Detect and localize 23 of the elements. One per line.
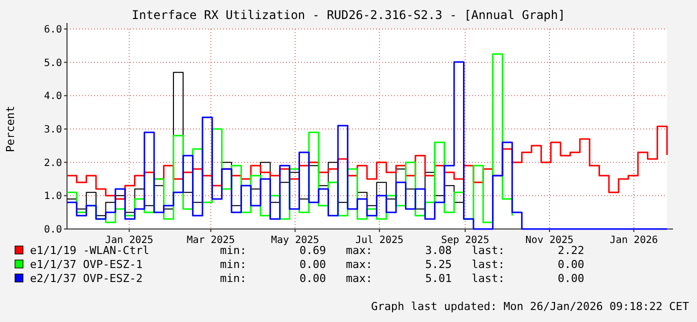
legend-label: e1/1/37 OVP-ESZ-1	[30, 258, 143, 271]
legend-label: e1/1/19 -WLAN-Ctrl	[30, 244, 150, 257]
legend-label: e2/1/37 OVP-ESZ-2	[30, 272, 143, 285]
x-tick-label: May 2025	[271, 235, 320, 246]
y-tick-label: 4.0	[44, 91, 62, 102]
x-tick-label: Nov 2025	[525, 235, 574, 246]
text: min: 0.00 max: 5.25 last: 0.00	[220, 258, 584, 271]
x-tick-label: Mar 2025	[186, 235, 235, 246]
y-tick-label: 2.0	[44, 158, 62, 169]
text: min: 0.00 max: 5.01 last: 0.00	[220, 272, 584, 285]
text: min: 0.69 max: 3.08 last: 2.22	[220, 244, 584, 257]
x-tick-label: Sep 2025	[441, 235, 490, 246]
y-axis-title: Percent	[4, 106, 17, 152]
y-tick-label: 1.0	[44, 191, 62, 202]
x-tick-label: Jan 2026	[610, 235, 658, 246]
y-tick-label: 5.0	[44, 58, 62, 69]
x-tick-label: Jul 2025	[355, 235, 404, 246]
y-tick-label: 0.0	[44, 224, 62, 236]
y-tick-label: 3.0	[44, 124, 62, 136]
y-tick-label: 6.0	[44, 24, 62, 36]
chart-title: Interface RX Utilization - RUD26-2.316-S2.3 - [Annual Graph]	[132, 8, 566, 22]
x-tick-label: Jan 2025	[105, 235, 154, 246]
text: Graph last updated: Mon 26/Jan/2026 09:18:22 CET	[371, 300, 690, 313]
